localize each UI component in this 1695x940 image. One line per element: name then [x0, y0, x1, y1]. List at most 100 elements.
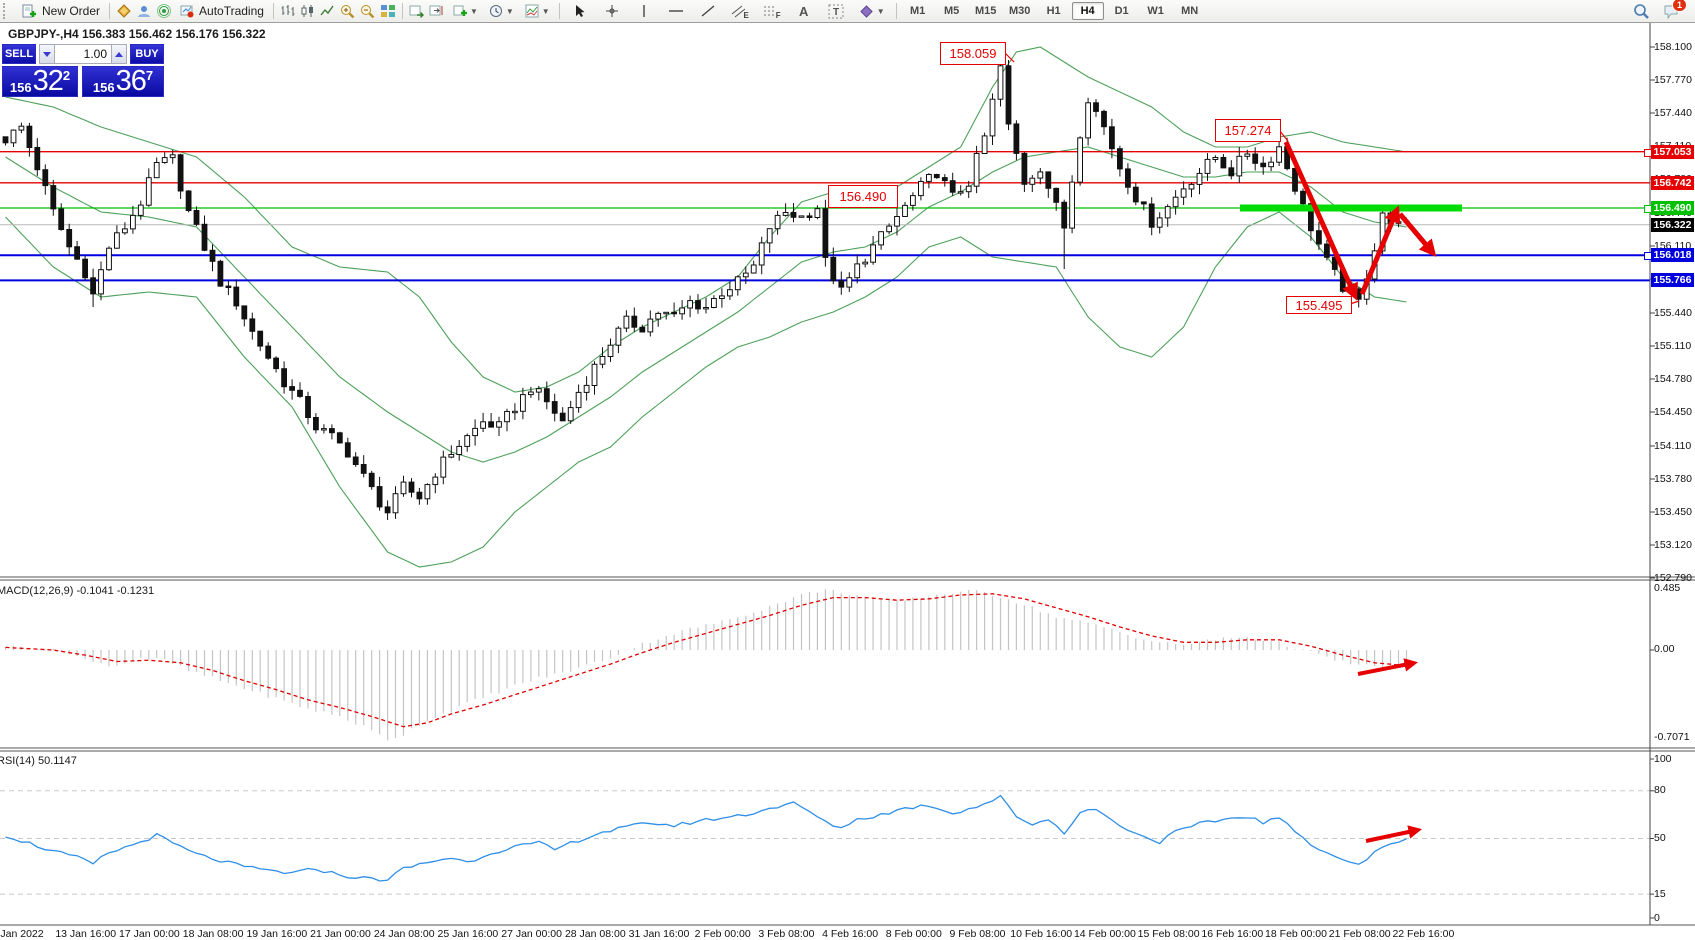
price-callout-156.490[interactable]: 156.490: [828, 185, 898, 208]
timeframe-m5-button[interactable]: M5: [944, 5, 960, 17]
horizontal-line-tool-icon[interactable]: [666, 2, 686, 20]
buy-price-prefix: 156: [92, 80, 115, 95]
sell-price-prefix: 156: [9, 80, 32, 95]
timeframe-m30-button[interactable]: M30: [1008, 5, 1031, 17]
autotrading-label: AutoTrading: [199, 4, 264, 18]
time-label-4: 19 Jan 16:00: [246, 928, 308, 940]
sell-button[interactable]: SELL: [2, 44, 36, 64]
zoom-in-icon[interactable]: [338, 2, 358, 20]
triangle-down-icon: [43, 51, 51, 57]
notification-badge: 1: [1671, 0, 1687, 12]
lot-decrease-button[interactable]: [39, 44, 55, 64]
trend-arrow[interactable]: [1283, 140, 1358, 301]
search-icon[interactable]: [1631, 2, 1651, 20]
trend-arrow[interactable]: [1398, 212, 1437, 257]
sell-price-button[interactable]: 156 32 2: [2, 66, 78, 97]
timeframe-toolbar: M1 M5 M15 M30 H1 H4 D1 W1 MN: [901, 2, 1207, 20]
time-label-2: 17 Jan 00:00: [119, 928, 180, 940]
new-chart-button[interactable]: ▼: [447, 1, 483, 21]
metaeditor-icon[interactable]: [114, 2, 134, 20]
crosshair-tool-icon[interactable]: [602, 2, 622, 20]
time-label-14: 8 Feb 00:00: [885, 928, 942, 940]
clock-icon: [488, 2, 504, 20]
autotrading-button[interactable]: AutoTrading: [174, 1, 269, 21]
symbol-ohlc-header: GBPJPY-,H4 156.383 156.462 156.176 156.3…: [8, 27, 266, 41]
price-tick-157.440: 157.440: [1654, 106, 1692, 119]
rsi-indicator-label: RSI(14) 50.1147: [0, 755, 77, 767]
timeframe-d1-button[interactable]: D1: [1114, 5, 1129, 17]
toolbar-separator: [272, 3, 274, 19]
auto-scroll-icon[interactable]: [407, 2, 427, 20]
notifications-icon[interactable]: 1: [1661, 0, 1687, 20]
time-label-12: 3 Feb 08:00: [758, 928, 815, 940]
text-label-tool-icon[interactable]: T: [826, 2, 846, 20]
macd-scale-max: 0.485: [1654, 582, 1681, 594]
buy-button[interactable]: BUY: [130, 44, 164, 64]
rsi-scale-0: 0: [1654, 911, 1660, 924]
time-label-16: 10 Feb 16:00: [1010, 928, 1073, 940]
rsi-scale-80: 80: [1654, 784, 1666, 797]
community-icon[interactable]: [134, 2, 154, 20]
price-callout-157.274[interactable]: 157.274: [1215, 119, 1281, 142]
toolbar-grip: [3, 3, 10, 19]
macd-signal-line: [5, 593, 1407, 728]
fibonacci-tool-icon[interactable]: F: [762, 2, 782, 20]
price-callout-158.059[interactable]: 158.059: [940, 42, 1006, 65]
price-label-156.742: 156.742: [1651, 175, 1694, 190]
macd-scale-min: -0.7071: [1654, 731, 1690, 743]
shapes-icon: [859, 2, 875, 20]
timeframe-h1-button[interactable]: H1: [1046, 5, 1061, 17]
timeframe-m1-button[interactable]: M1: [910, 5, 926, 17]
text-tool-icon[interactable]: A: [799, 3, 809, 19]
indicator-arrow[interactable]: [1357, 658, 1419, 676]
chart-period-button[interactable]: ▼: [483, 1, 519, 21]
candlestick-chart-type-icon[interactable]: [298, 2, 318, 20]
chart-shift-icon[interactable]: [427, 2, 447, 20]
time-label-15: 9 Feb 08:00: [949, 928, 1006, 940]
price-tick-153.450: 153.450: [1654, 505, 1692, 518]
buy-price-sup: 7: [145, 68, 154, 83]
price-label-156.018: 156.018: [1651, 248, 1694, 263]
lot-increase-button[interactable]: [111, 44, 127, 64]
equidistant-channel-tool-icon[interactable]: E: [730, 2, 750, 20]
buy-price-button[interactable]: 156 36 7: [82, 66, 164, 97]
bollinger-bands: [5, 46, 1407, 568]
timeframe-m15-button[interactable]: M15: [974, 5, 997, 17]
trendline-tool-icon[interactable]: [698, 2, 718, 20]
macd-histogram: [4, 589, 1408, 741]
indicators-button[interactable]: ▼: [519, 1, 555, 21]
price-callout-155.495[interactable]: 155.495: [1286, 296, 1352, 314]
rsi-line: [5, 794, 1407, 882]
macd-scale-zero: 0.00: [1654, 643, 1675, 655]
price-tick-154.780: 154.780: [1654, 372, 1692, 385]
new-order-label: New Order: [42, 4, 101, 18]
time-label-10: 31 Jan 16:00: [628, 928, 690, 940]
toolbar-separator: [895, 3, 897, 19]
shapes-tool-button[interactable]: ▼: [854, 1, 890, 21]
rsi-scale-100: 100: [1654, 752, 1672, 765]
bollinger-lower-band: [5, 211, 1407, 568]
time-label-3: 18 Jan 08:00: [182, 928, 244, 940]
bollinger-middle-band: [5, 146, 1407, 463]
indicator-arrow[interactable]: [1365, 825, 1422, 843]
tile-windows-icon[interactable]: [378, 2, 398, 20]
candle-wicks: [5, 51, 1407, 520]
signals-icon[interactable]: [154, 2, 174, 20]
bull-candles: [10, 65, 1410, 514]
trend-arrow[interactable]: [1359, 205, 1401, 295]
time-label-11: 2 Feb 00:00: [694, 928, 751, 940]
timeframe-h4-button[interactable]: H4: [1071, 2, 1104, 20]
cursor-tool-icon[interactable]: [570, 2, 590, 20]
timeframe-w1-button[interactable]: W1: [1147, 5, 1164, 17]
bar-chart-type-icon[interactable]: [278, 2, 298, 20]
line-chart-type-icon[interactable]: [318, 2, 338, 20]
vertical-line-tool-icon[interactable]: [634, 2, 654, 20]
time-label-0: Jan 2022: [0, 928, 44, 940]
new-order-button[interactable]: New Order: [13, 1, 105, 21]
lot-size-input[interactable]: [55, 44, 111, 64]
zoom-out-icon[interactable]: [358, 2, 378, 20]
toolbar-separator: [109, 3, 111, 19]
toolbar-separator: [401, 3, 403, 19]
timeframe-mn-button[interactable]: MN: [1181, 5, 1199, 17]
